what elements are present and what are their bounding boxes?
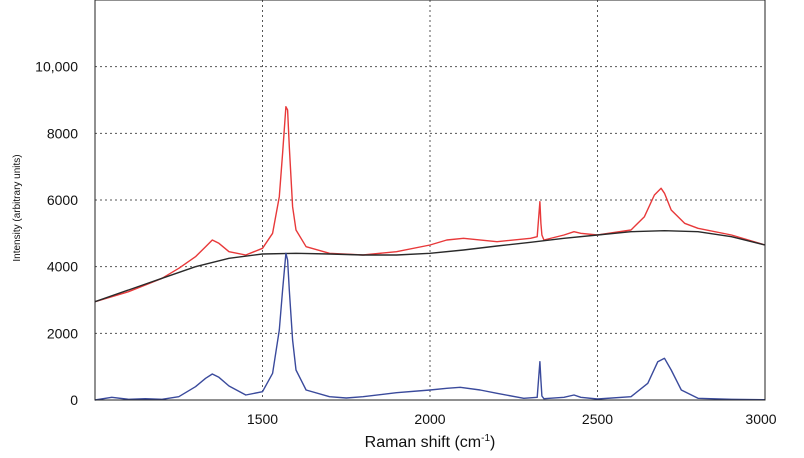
y-tick-label: 4000	[47, 259, 78, 275]
x-axis-title: Raman shift (cm-1)	[365, 433, 496, 451]
series-layer	[94, 105, 766, 401]
x-tick-label: 2000	[414, 411, 445, 427]
x-axis-title-superscript: -1	[481, 433, 490, 444]
y-tick-label: 0	[70, 392, 78, 408]
x-tick-label: 2500	[582, 411, 613, 427]
series-line-3	[94, 252, 766, 401]
series-line-2	[94, 229, 766, 303]
x-tick-label: 3000	[745, 411, 776, 427]
y-tick-label: 10,000	[35, 59, 78, 75]
y-axis-title: Intensity (arbitrary units)	[12, 154, 23, 261]
tick-labels: 1500 2000 2500 3000 0 2000 4000 6000 8000 10,000	[35, 59, 777, 427]
x-axis-title-close: )	[490, 434, 495, 451]
series-line-1	[94, 105, 766, 303]
grid-lines	[95, 0, 765, 400]
y-tick-label: 2000	[47, 325, 78, 341]
x-axis-title-main: Raman shift (cm	[365, 434, 481, 451]
y-tick-label: 8000	[47, 125, 78, 141]
x-tick-label: 1500	[247, 411, 278, 427]
y-tick-label: 6000	[47, 192, 78, 208]
plot-frame	[94, 0, 766, 401]
